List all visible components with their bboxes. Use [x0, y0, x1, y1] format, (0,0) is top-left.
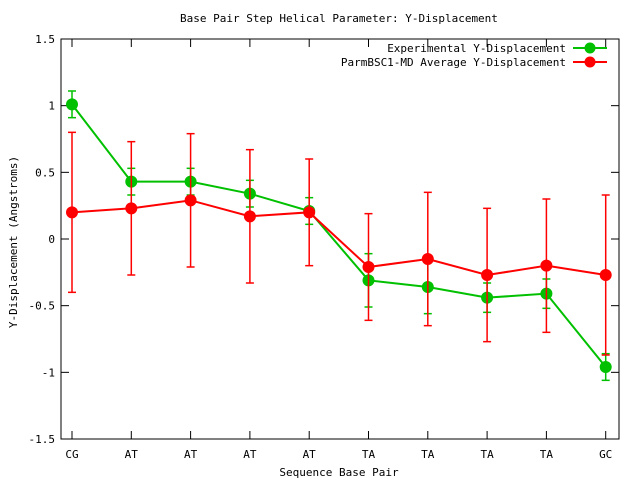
series-parmbsc1-md: [66, 131, 612, 356]
data-point: [66, 206, 78, 219]
x-axis-ticks: CG AT AT AT AT TA TA TA TA GC: [65, 39, 612, 461]
data-point: [599, 269, 612, 281]
data-point: [243, 210, 256, 223]
y-tick-label: -1: [42, 366, 55, 379]
y-tick-label: 0: [48, 233, 55, 246]
y-tick-label: 0.5: [35, 166, 55, 179]
data-point: [184, 194, 197, 207]
legend-label: Experimental Y-Displacement: [387, 42, 566, 55]
x-tick-label: AT: [303, 448, 317, 461]
data-point: [421, 253, 434, 265]
data-point: [540, 259, 553, 272]
data-point: [303, 206, 316, 219]
x-tick-label: AT: [125, 448, 139, 461]
series-experimental: [66, 90, 612, 382]
x-tick-label: TA: [540, 448, 554, 461]
data-point: [481, 269, 494, 281]
x-tick-label: CG: [65, 448, 78, 461]
x-tick-label: GC: [599, 448, 612, 461]
x-axis-label: Sequence Base Pair: [279, 466, 399, 479]
data-point: [599, 361, 612, 373]
plot-frame: [60, 38, 620, 440]
plot-border: [60, 38, 620, 440]
legend-marker: [584, 56, 596, 68]
y-tick-label: 1: [48, 100, 55, 113]
legend-label: ParmBSC1-MD Average Y-Displacement: [341, 56, 566, 69]
y-tick-label: -0.5: [29, 300, 56, 313]
legend-marker: [584, 42, 596, 54]
x-tick-label: AT: [184, 448, 198, 461]
y-tick-label: -1.5: [29, 433, 56, 446]
x-tick-label: AT: [243, 448, 257, 461]
data-point: [125, 202, 138, 215]
y-axis-ticks: 1.5 1 0.5 0 -0.5 -1 -1.5: [29, 33, 619, 446]
y-tick-label: 1.5: [35, 33, 55, 46]
chart-title: Base Pair Step Helical Parameter: Y-Disp…: [180, 12, 498, 25]
y-axis-label: Y-Displacement (Angstroms): [7, 156, 20, 328]
data-point: [66, 98, 78, 111]
series-layer: [66, 90, 612, 382]
x-tick-label: TA: [480, 448, 494, 461]
x-tick-label: TA: [421, 448, 435, 461]
data-point: [362, 261, 375, 273]
series-line: [71, 103, 607, 368]
x-tick-label: TA: [362, 448, 376, 461]
series-line: [71, 199, 606, 277]
